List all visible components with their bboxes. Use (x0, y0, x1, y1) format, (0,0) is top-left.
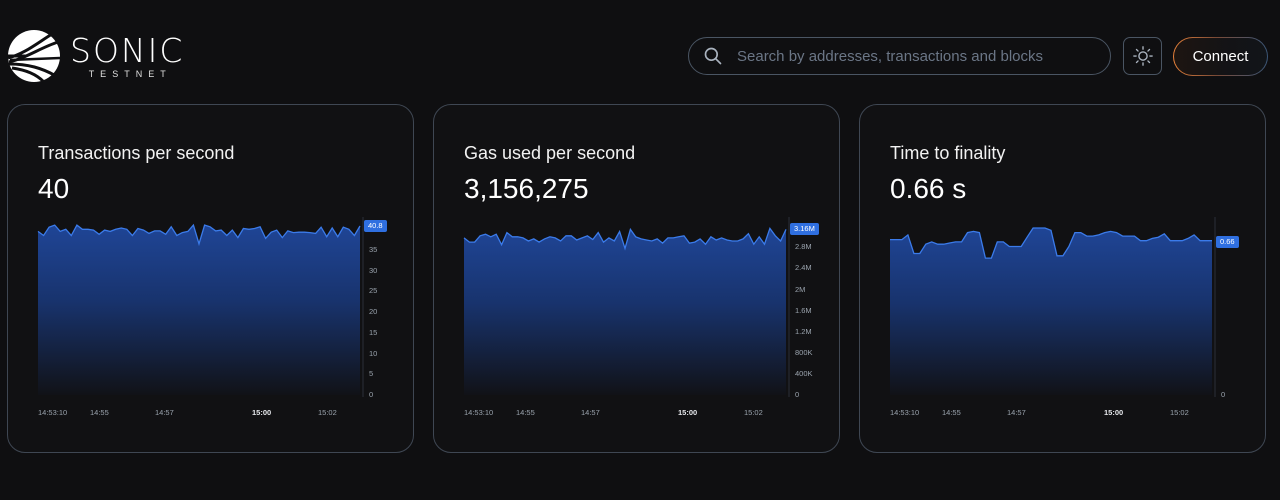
x-axis-tick: 14:53:10 (464, 408, 494, 417)
card-title: Transactions per second (38, 143, 235, 163)
sonic-logo-icon (7, 30, 61, 84)
card-title: Time to finality (890, 143, 1006, 163)
card-transactions-per-second: Transactions per second 40 35 30 25 20 15 10 5… (7, 104, 414, 453)
series-line (37, 223, 361, 247)
current-value-badge: 3.16M (790, 222, 819, 235)
series-line (463, 227, 787, 251)
y-axis-tick: 20 (369, 307, 378, 317)
connect-label: Connect (1174, 38, 1267, 75)
connect-button[interactable]: Connect (1173, 37, 1268, 76)
sonic-logo[interactable]: SONIC TESTNET (6, 28, 184, 84)
x-axis-tick: 15:02 (744, 408, 763, 417)
card-title: Gas used per second (464, 143, 636, 163)
card-value: 3,156,275 (464, 173, 589, 204)
y-axis-tick: 1.2M (795, 326, 812, 336)
series-line (890, 227, 1212, 259)
x-axis-tick: 14:57 (581, 408, 600, 417)
area-fill (38, 225, 360, 395)
y-axis-tick: 30 (369, 265, 378, 275)
y-axis-tick: 1.6M (795, 305, 812, 315)
y-axis-tick: 25 (369, 286, 378, 296)
card-time-to-finality: Time to finality 0.66 s 0 0.66 14:53:10 14:… (859, 104, 1266, 453)
y-axis-tick: 400K (795, 368, 813, 378)
y-axis-tick: 10 (369, 348, 378, 358)
y-axis-tick: 5 (369, 369, 374, 379)
y-axis-tick: 2.4M (795, 263, 812, 273)
x-axis-tick: 14:53:10 (890, 408, 920, 417)
y-axis-tick: 800K (795, 347, 813, 357)
x-axis-tick: 14:55 (942, 408, 961, 417)
header: SONIC TESTNET Connect (0, 0, 1280, 100)
x-axis-tick: 15:00 (678, 408, 698, 417)
current-value-badge: 0.66 (1216, 235, 1239, 248)
x-axis-tick: 15:02 (318, 408, 337, 417)
theme-toggle-button[interactable] (1123, 37, 1162, 75)
x-axis-tick: 15:00 (252, 408, 272, 417)
logo-name: SONIC (70, 30, 185, 70)
sun-icon (1132, 46, 1153, 66)
x-axis-tick: 14:57 (1007, 408, 1026, 417)
area-fill (890, 228, 1212, 395)
search-input[interactable] (737, 47, 1097, 65)
current-value-badge: 40.8 (364, 219, 387, 232)
x-axis-tick: 14:53:10 (38, 408, 68, 417)
gas-chart[interactable]: 2.8M 2.4M 2M 1.6M 1.2M 800K 400K 0 3.16M 14:53:10… (463, 215, 819, 417)
y-axis-tick: 35 (369, 245, 378, 254)
search-bar[interactable] (688, 37, 1111, 75)
y-axis-tick: 0 (369, 390, 374, 399)
y-axis-tick: 0 (795, 390, 800, 399)
y-axis-tick: 2.8M (795, 242, 812, 252)
area-fill (464, 228, 786, 395)
y-axis-tick: 15 (369, 327, 378, 337)
card-value: 40 (38, 173, 70, 204)
search-icon (704, 47, 722, 65)
x-axis-tick: 14:55 (516, 408, 535, 417)
card-gas-used-per-second: Gas used per second 3,156,275 2.8M 2.4M 2M… (433, 104, 840, 453)
x-axis-tick: 15:00 (1104, 408, 1124, 417)
y-axis-tick: 2M (795, 284, 806, 294)
card-value: 0.66 s (890, 173, 967, 204)
x-axis-tick: 14:57 (155, 408, 174, 417)
logo-subtitle: TESTNET (88, 68, 172, 79)
y-axis-tick: 0 (1221, 390, 1226, 399)
tps-chart[interactable]: 35 30 25 20 15 10 5 0 40.8 14:53:10 14:55 14:57 15:0… (37, 215, 393, 417)
finality-chart[interactable]: 0 0.66 14:53:10 14:55 14:57 15:00 15:02 (890, 215, 1245, 417)
x-axis-tick: 14:55 (90, 408, 109, 417)
x-axis-tick: 15:02 (1170, 408, 1189, 417)
